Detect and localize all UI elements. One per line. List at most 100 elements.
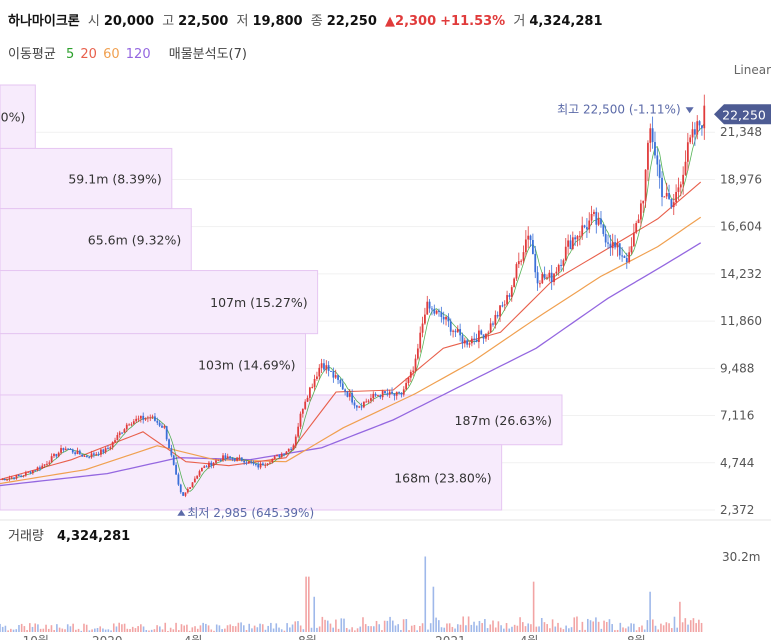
- candle-body: [348, 393, 351, 397]
- volume-profile-label: 65.6m (9.32%): [88, 233, 181, 248]
- candle-body: [165, 426, 168, 440]
- volume-profile-label[interactable]: 매물분석도(7): [168, 47, 247, 62]
- candle-body: [81, 454, 84, 457]
- candle-body: [158, 422, 161, 426]
- volume-bar: [31, 626, 34, 632]
- candle-body: [475, 339, 478, 343]
- volume-bar: [554, 626, 557, 632]
- candle-body: [466, 340, 469, 345]
- volume-bar: [581, 621, 584, 632]
- candle-body: [395, 391, 398, 396]
- candle-body: [618, 243, 621, 256]
- time-tick-label: 10월: [23, 634, 49, 640]
- candle-body: [351, 393, 354, 403]
- time-tick-label: 8월: [627, 634, 646, 640]
- candle-body: [24, 472, 27, 476]
- candle-body: [527, 235, 530, 240]
- candle-body: [297, 426, 300, 437]
- volume-bar: [489, 624, 492, 632]
- candle-body: [146, 417, 149, 419]
- volume-bar: [638, 627, 641, 632]
- candle-body: [210, 462, 213, 466]
- volume-bar: [540, 618, 543, 632]
- candle-body: [358, 406, 361, 408]
- volume-bar: [373, 626, 375, 632]
- volume-bar: [177, 630, 180, 632]
- volume-bar: [665, 622, 668, 632]
- volume-bar: [500, 625, 502, 632]
- candle-body: [402, 389, 405, 395]
- candle-body: [386, 393, 389, 395]
- volume-bar: [142, 626, 145, 632]
- volume-bar: [446, 623, 448, 632]
- candle-body: [57, 452, 60, 457]
- volume-bar: [381, 630, 383, 632]
- candle-body: [696, 121, 699, 135]
- candle-body: [346, 391, 349, 397]
- volume-bar: [657, 629, 660, 632]
- ma60-legend[interactable]: 60: [103, 47, 120, 62]
- volume-bar: [451, 626, 454, 632]
- volume-bar: [1, 626, 4, 632]
- candle-body: [625, 258, 628, 263]
- candle-body: [581, 225, 584, 236]
- candle-body: [426, 301, 429, 315]
- candle-body: [550, 272, 553, 282]
- volume-bar: [259, 623, 261, 632]
- volume-panel-label: 거래량: [8, 529, 44, 544]
- candle-body: [628, 252, 631, 263]
- volume-bar: [681, 622, 684, 632]
- candle-body: [172, 455, 175, 465]
- candle-body: [614, 242, 616, 248]
- candle-body: [539, 283, 541, 285]
- volume-bar: [454, 628, 456, 632]
- close-label: 종: [310, 14, 323, 29]
- time-tick-label: 4월: [520, 634, 539, 640]
- volume-bar: [88, 630, 91, 632]
- candle-body: [374, 393, 377, 396]
- candle-body: [416, 348, 419, 359]
- ma5-legend[interactable]: 5: [65, 47, 75, 62]
- volume-bar: [75, 629, 77, 632]
- candle-body: [304, 401, 307, 409]
- candle-body: [36, 467, 39, 471]
- volume-bar: [194, 626, 196, 632]
- volume-bar: [137, 626, 139, 632]
- volume-bar: [45, 624, 47, 632]
- candle-body: [170, 448, 173, 456]
- high-value: 22,500: [178, 14, 229, 29]
- ma20-legend[interactable]: 20: [80, 47, 97, 62]
- candle-body: [663, 196, 666, 198]
- volume-bar: [23, 626, 26, 632]
- volume-bar: [283, 630, 286, 632]
- volume-bar: [505, 623, 508, 632]
- candle-body: [517, 261, 520, 265]
- volume-bar: [660, 623, 662, 632]
- volume-bar: [402, 619, 405, 632]
- ma120-legend[interactable]: 120: [125, 47, 151, 62]
- ma-label[interactable]: 이동평균: [8, 47, 56, 62]
- open-label: 시: [87, 14, 100, 29]
- candle-body: [682, 174, 685, 185]
- candle-body: [574, 237, 577, 240]
- volume-bar: [310, 627, 313, 632]
- volume-bar: [202, 622, 204, 632]
- volume-bar: [616, 629, 619, 632]
- volume-bar: [443, 627, 446, 632]
- candle-body: [703, 105, 706, 129]
- volume-bar: [419, 626, 421, 632]
- volume-profile-label: 187m (26.63%): [455, 413, 552, 428]
- candle-body: [609, 243, 612, 249]
- candle-body: [405, 383, 408, 390]
- volume-bar: [438, 620, 440, 632]
- candle-body: [590, 213, 593, 221]
- volume-bar: [546, 624, 548, 632]
- volume-bar: [473, 621, 475, 632]
- volume-bar: [140, 624, 142, 632]
- candle-body: [184, 492, 187, 496]
- scale-mode-label[interactable]: Linear: [733, 63, 771, 77]
- candle-body: [208, 462, 210, 468]
- candle-body: [22, 475, 25, 477]
- candle-body: [651, 128, 654, 143]
